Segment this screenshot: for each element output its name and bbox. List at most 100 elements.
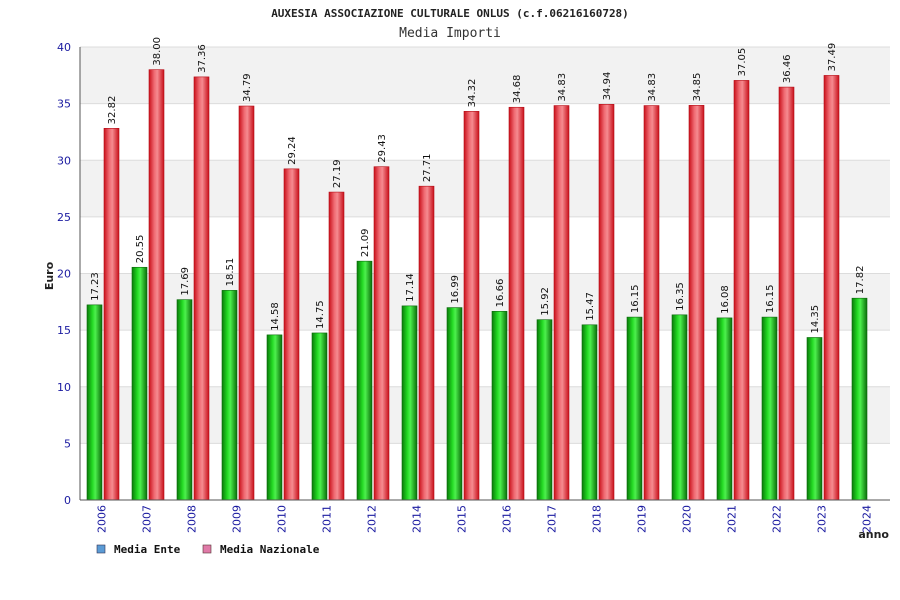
x-tick-label-2009: 2009 bbox=[231, 505, 244, 533]
bar-media-nazionale-2020 bbox=[688, 105, 705, 501]
data-label-media-nazionale-2006: 32.82 bbox=[107, 96, 118, 125]
data-label-media-ente-2015: 16.99 bbox=[450, 275, 461, 304]
y-tick-label: 15 bbox=[57, 324, 71, 337]
bar-media-nazionale-2017 bbox=[553, 105, 570, 501]
data-label-media-ente-2011: 14.75 bbox=[315, 300, 326, 329]
data-label-media-nazionale-2020: 34.85 bbox=[692, 73, 703, 102]
x-tick-label-2015: 2015 bbox=[456, 505, 469, 533]
bar-media-ente-2016 bbox=[491, 311, 508, 501]
data-label-media-ente-2024: 17.82 bbox=[855, 266, 866, 295]
y-tick-label: 5 bbox=[64, 437, 71, 450]
data-label-media-ente-2010: 14.58 bbox=[270, 302, 281, 331]
bar-media-nazionale-2012 bbox=[373, 166, 390, 501]
legend-swatch-media-ente bbox=[96, 544, 106, 554]
x-tick-label-2017: 2017 bbox=[546, 505, 559, 533]
y-tick-label: 30 bbox=[57, 154, 71, 167]
data-label-media-nazionale-2010: 29.24 bbox=[287, 136, 298, 165]
x-tick-label-2019: 2019 bbox=[636, 505, 649, 533]
data-label-media-nazionale-2014: 27.71 bbox=[422, 154, 433, 183]
chart-subtitle: Media Importi bbox=[399, 26, 501, 41]
bar-media-ente-2009 bbox=[221, 290, 238, 501]
grid-band bbox=[80, 273, 890, 331]
y-tick-label: 35 bbox=[57, 98, 71, 111]
x-tick-label-2012: 2012 bbox=[366, 505, 379, 533]
bar-media-ente-2023 bbox=[806, 337, 823, 501]
data-label-media-ente-2016: 16.66 bbox=[495, 279, 506, 308]
x-tick-label-2008: 2008 bbox=[186, 505, 199, 533]
bar-media-nazionale-2021 bbox=[733, 80, 750, 501]
x-ticks: 2006 2007 2008 2009 2010 2011 2012 2014 2015 2016… bbox=[96, 505, 874, 533]
data-label-media-nazionale-2009: 34.79 bbox=[242, 73, 253, 102]
x-tick-label-2014: 2014 bbox=[411, 505, 424, 533]
bar-media-nazionale-2022 bbox=[778, 86, 795, 501]
data-label-media-ente-2014: 17.14 bbox=[405, 273, 416, 302]
data-label-media-nazionale-2012: 29.43 bbox=[377, 134, 388, 163]
bar-media-ente-2020 bbox=[671, 314, 688, 501]
data-label-media-nazionale-2015: 34.32 bbox=[467, 79, 478, 108]
bar-media-ente-2017 bbox=[536, 319, 553, 501]
x-tick-label-2024: 2024 bbox=[861, 505, 874, 533]
bar-media-ente-2024 bbox=[851, 297, 868, 501]
bar-media-nazionale-2014 bbox=[418, 185, 435, 501]
bar-media-ente-2022 bbox=[761, 316, 778, 501]
x-tick-label-2020: 2020 bbox=[681, 505, 694, 533]
x-tick-label-2018: 2018 bbox=[591, 505, 604, 533]
data-label-media-ente-2022: 16.15 bbox=[765, 284, 776, 313]
x-tick-label-2007: 2007 bbox=[141, 505, 154, 533]
bar-media-nazionale-2011 bbox=[328, 191, 345, 501]
bar-media-nazionale-2010 bbox=[283, 168, 300, 501]
data-label-media-nazionale-2017: 34.83 bbox=[557, 73, 568, 102]
legend-swatch-media-nazionale bbox=[202, 544, 212, 554]
data-label-media-nazionale-2019: 34.83 bbox=[647, 73, 658, 102]
data-label-media-ente-2017: 15.92 bbox=[540, 287, 551, 316]
bar-media-ente-2012 bbox=[356, 260, 373, 501]
data-label-media-nazionale-2007: 38.00 bbox=[152, 37, 163, 66]
y-ticks: 0 5 10 15 20 25 30 35 40 bbox=[57, 41, 71, 507]
data-label-media-ente-2023: 14.35 bbox=[810, 305, 821, 334]
bar-media-ente-2019 bbox=[626, 316, 643, 501]
data-label-media-ente-2006: 17.23 bbox=[90, 272, 101, 301]
legend-label-media-nazionale: Media Nazionale bbox=[220, 543, 320, 556]
data-label-media-nazionale-2023: 37.49 bbox=[827, 43, 838, 72]
data-label-media-nazionale-2018: 34.94 bbox=[602, 72, 613, 101]
legend-label-media-ente: Media Ente bbox=[114, 543, 181, 556]
x-tick-label-2022: 2022 bbox=[771, 505, 784, 533]
y-tick-label: 20 bbox=[57, 268, 71, 281]
x-tick-label-2010: 2010 bbox=[276, 505, 289, 533]
bar-media-nazionale-2016 bbox=[508, 106, 525, 501]
bar-media-ente-2015 bbox=[446, 307, 463, 501]
chart-title: AUXESIA ASSOCIAZIONE CULTURALE ONLUS (c.… bbox=[271, 7, 629, 20]
bar-media-ente-2006 bbox=[86, 304, 103, 501]
data-label-media-ente-2009: 18.51 bbox=[225, 258, 236, 287]
bar-media-ente-2018 bbox=[581, 324, 598, 501]
bar-media-ente-2007 bbox=[131, 266, 148, 501]
x-tick-label-2006: 2006 bbox=[96, 505, 109, 533]
y-axis-label: Euro bbox=[43, 261, 56, 290]
bar-media-nazionale-2018 bbox=[598, 104, 615, 501]
y-tick-label: 0 bbox=[64, 494, 71, 507]
data-label-media-ente-2012: 21.09 bbox=[360, 229, 371, 258]
grid-band bbox=[80, 160, 890, 217]
data-label-media-nazionale-2011: 27.19 bbox=[332, 159, 343, 188]
x-tick-label-2023: 2023 bbox=[816, 505, 829, 533]
data-label-media-ente-2007: 20.55 bbox=[135, 235, 146, 264]
x-tick-label-2011: 2011 bbox=[321, 505, 334, 533]
x-tick-label-2016: 2016 bbox=[501, 505, 514, 533]
bar-media-nazionale-2019 bbox=[643, 105, 660, 501]
y-tick-label: 10 bbox=[57, 381, 71, 394]
y-tick-label: 25 bbox=[57, 211, 71, 224]
bar-media-nazionale-2015 bbox=[463, 111, 480, 501]
bar-media-nazionale-2007 bbox=[148, 69, 165, 501]
bar-media-nazionale-2008 bbox=[193, 76, 210, 501]
data-label-media-nazionale-2008: 37.36 bbox=[197, 44, 208, 73]
data-label-media-ente-2019: 16.15 bbox=[630, 284, 641, 313]
y-tick-label: 40 bbox=[57, 41, 71, 54]
data-label-media-nazionale-2021: 37.05 bbox=[737, 48, 748, 77]
grid-band bbox=[80, 386, 890, 444]
data-label-media-ente-2018: 15.47 bbox=[585, 292, 596, 321]
data-label-media-nazionale-2022: 36.46 bbox=[782, 54, 793, 83]
legend: Media Ente Media Nazionale bbox=[96, 543, 320, 556]
bar-media-ente-2014 bbox=[401, 305, 418, 501]
bars bbox=[86, 69, 868, 501]
bar-media-ente-2010 bbox=[266, 334, 283, 501]
